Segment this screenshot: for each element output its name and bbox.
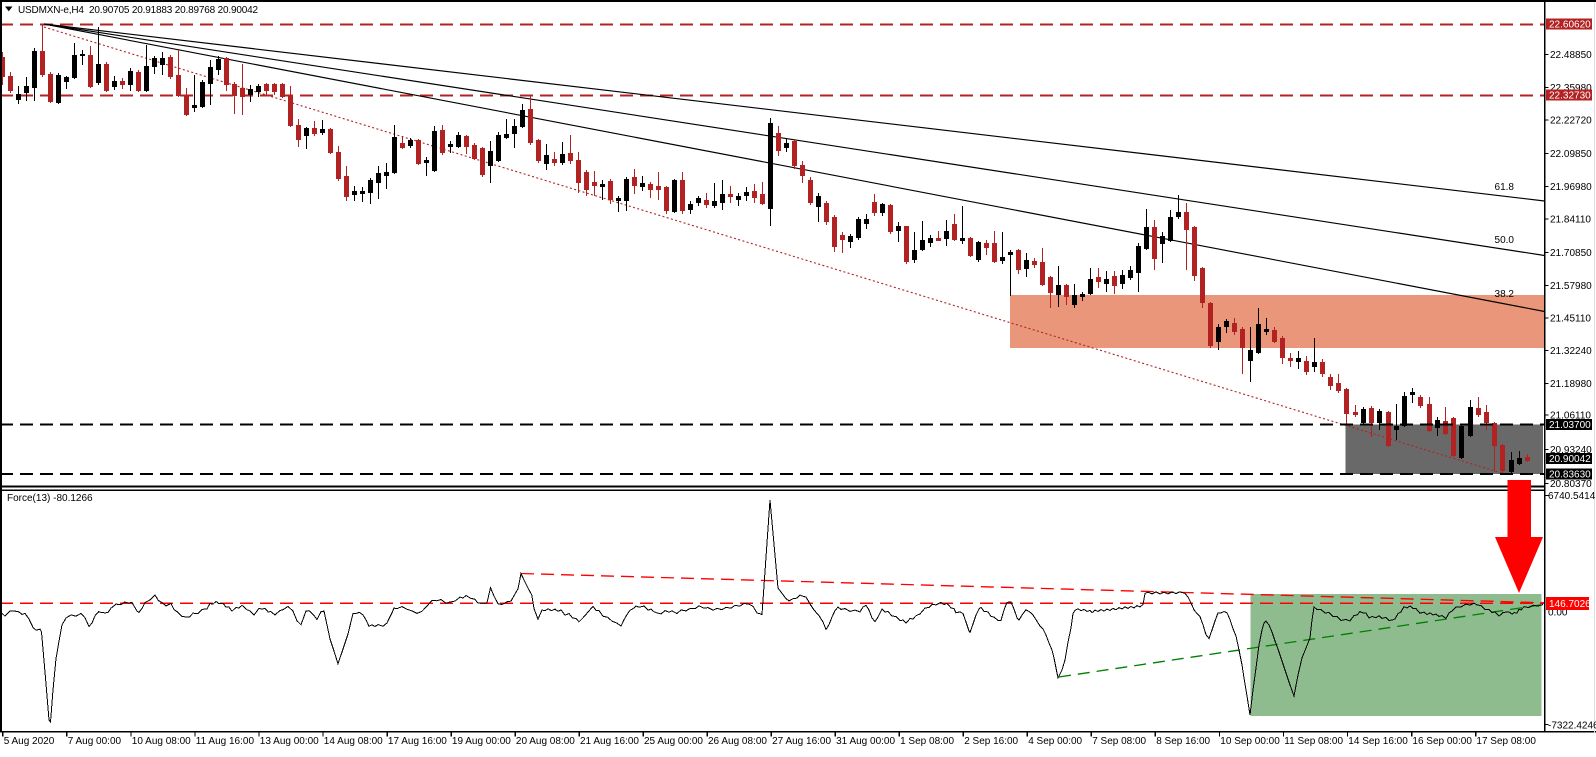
svg-text:0.00: 0.00 — [1548, 608, 1568, 619]
svg-text:21.45110: 21.45110 — [1550, 314, 1591, 325]
svg-text:21.18980: 21.18980 — [1550, 379, 1592, 390]
svg-text:20 Aug 08:00: 20 Aug 08:00 — [516, 736, 575, 747]
svg-text:19 Aug 00:00: 19 Aug 00:00 — [452, 736, 511, 747]
svg-text:21.70850: 21.70850 — [1550, 248, 1592, 259]
svg-text:4 Sep 00:00: 4 Sep 00:00 — [1028, 736, 1082, 747]
svg-text:26 Aug 08:00: 26 Aug 08:00 — [708, 736, 767, 747]
svg-text:10 Aug 08:00: 10 Aug 08:00 — [132, 736, 191, 747]
svg-text:22.48850: 22.48850 — [1550, 50, 1592, 61]
svg-text:22.35980: 22.35980 — [1550, 83, 1592, 94]
svg-text:7 Aug 00:00: 7 Aug 00:00 — [68, 736, 122, 747]
svg-text:20.80370: 20.80370 — [1550, 479, 1592, 490]
svg-text:21.84110: 21.84110 — [1550, 215, 1591, 226]
svg-text:50.0: 50.0 — [1495, 235, 1515, 246]
svg-text:21.96980: 21.96980 — [1550, 182, 1592, 193]
svg-text:20.93240: 20.93240 — [1550, 445, 1592, 456]
svg-text:11 Aug 16:00: 11 Aug 16:00 — [196, 736, 255, 747]
svg-text:7 Sep 08:00: 7 Sep 08:00 — [1092, 736, 1146, 747]
svg-text:22.09850: 22.09850 — [1550, 149, 1592, 160]
svg-text:8 Sep 16:00: 8 Sep 16:00 — [1156, 736, 1210, 747]
svg-text:21.57980: 21.57980 — [1550, 281, 1592, 292]
svg-text:22.22720: 22.22720 — [1550, 116, 1592, 127]
svg-text:1 Sep 08:00: 1 Sep 08:00 — [900, 736, 954, 747]
svg-text:31 Aug 00:00: 31 Aug 00:00 — [836, 736, 895, 747]
svg-text:13 Aug 00:00: 13 Aug 00:00 — [260, 736, 319, 747]
svg-text:21.06110: 21.06110 — [1550, 411, 1591, 422]
svg-text:21.03700: 21.03700 — [1549, 420, 1591, 431]
svg-text:21.32240: 21.32240 — [1550, 346, 1592, 357]
svg-text:61.8: 61.8 — [1495, 182, 1515, 193]
svg-text:-7322.4246: -7322.4246 — [1548, 720, 1596, 731]
svg-text:20.90042: 20.90042 — [1549, 454, 1591, 465]
svg-text:USDMXN-e,H4 20.90705 20.91883: USDMXN-e,H4 20.90705 20.91883 20.89768 2… — [18, 5, 258, 16]
svg-text:5 Aug 2020: 5 Aug 2020 — [4, 736, 55, 747]
svg-text:22.60620: 22.60620 — [1549, 20, 1591, 31]
svg-text:14 Aug 08:00: 14 Aug 08:00 — [324, 736, 383, 747]
svg-text:10 Sep 00:00: 10 Sep 00:00 — [1220, 736, 1280, 747]
svg-text:17 Sep 08:00: 17 Sep 08:00 — [1476, 736, 1536, 747]
svg-text:11 Sep 08:00: 11 Sep 08:00 — [1284, 736, 1343, 747]
svg-text:17 Aug 16:00: 17 Aug 16:00 — [388, 736, 447, 747]
svg-text:6740.5414: 6740.5414 — [1548, 491, 1596, 502]
svg-text:2 Sep 16:00: 2 Sep 16:00 — [964, 736, 1018, 747]
svg-text:27 Aug 16:00: 27 Aug 16:00 — [772, 736, 831, 747]
svg-text:22.32730: 22.32730 — [1549, 91, 1591, 102]
svg-text:21 Aug 16:00: 21 Aug 16:00 — [580, 736, 639, 747]
svg-text:25 Aug 00:00: 25 Aug 00:00 — [644, 736, 703, 747]
svg-text:20.83630: 20.83630 — [1549, 470, 1591, 481]
svg-text:Force(13) -80.1266: Force(13) -80.1266 — [7, 493, 93, 504]
svg-text:14 Sep 16:00: 14 Sep 16:00 — [1348, 736, 1408, 747]
svg-text:146.7026: 146.7026 — [1549, 599, 1591, 610]
svg-text:38.2: 38.2 — [1495, 289, 1515, 300]
svg-text:16 Sep 00:00: 16 Sep 00:00 — [1412, 736, 1472, 747]
